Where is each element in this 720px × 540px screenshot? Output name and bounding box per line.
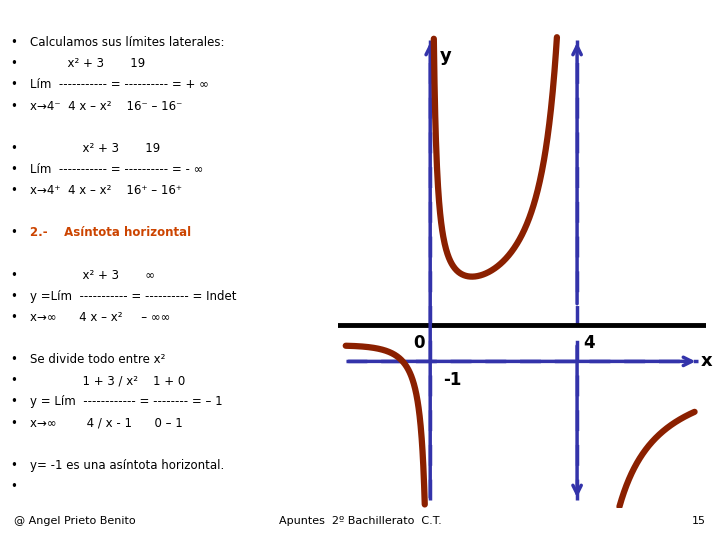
Text: •: • xyxy=(11,78,17,91)
Text: 15: 15 xyxy=(692,516,706,526)
Text: x→4⁺  4 x – x²    16⁺ – 16⁺: x→4⁺ 4 x – x² 16⁺ – 16⁺ xyxy=(30,184,182,197)
Text: Lím  ----------- = ---------- = - ∞: Lím ----------- = ---------- = - ∞ xyxy=(30,163,204,176)
Text: •: • xyxy=(11,36,17,49)
Text: •: • xyxy=(11,353,17,366)
Text: •: • xyxy=(11,311,17,324)
Text: 4: 4 xyxy=(584,334,595,352)
Text: •: • xyxy=(11,226,17,239)
Text: 1 + 3 / x²    1 + 0: 1 + 3 / x² 1 + 0 xyxy=(30,374,186,387)
Text: 0: 0 xyxy=(413,334,425,352)
Text: x² + 3       19: x² + 3 19 xyxy=(30,57,145,70)
Text: •: • xyxy=(11,99,17,112)
Text: x→4⁻  4 x – x²    16⁻ – 16⁻: x→4⁻ 4 x – x² 16⁻ – 16⁻ xyxy=(30,99,183,112)
Text: y= -1 es una asíntota horizontal.: y= -1 es una asíntota horizontal. xyxy=(30,459,225,472)
Text: y: y xyxy=(439,47,451,65)
Text: •: • xyxy=(11,480,17,493)
Text: x: x xyxy=(701,353,713,370)
Text: y =Lím  ----------- = ---------- = Indet: y =Lím ----------- = ---------- = Indet xyxy=(30,290,237,303)
Text: •: • xyxy=(11,290,17,303)
Text: Calculamos sus límites laterales:: Calculamos sus límites laterales: xyxy=(30,36,225,49)
Text: Apuntes  2º Bachillerato  C.T.: Apuntes 2º Bachillerato C.T. xyxy=(279,516,441,526)
Text: •: • xyxy=(11,395,17,408)
Text: Lím  ----------- = ---------- = + ∞: Lím ----------- = ---------- = + ∞ xyxy=(30,78,210,91)
Text: •: • xyxy=(11,374,17,387)
Text: •: • xyxy=(11,459,17,472)
Text: •: • xyxy=(11,57,17,70)
Text: x² + 3       19: x² + 3 19 xyxy=(30,142,161,155)
Text: y = Lím  ------------ = -------- = – 1: y = Lím ------------ = -------- = – 1 xyxy=(30,395,223,408)
Text: •: • xyxy=(11,142,17,155)
Text: •: • xyxy=(11,184,17,197)
Text: •: • xyxy=(11,416,17,429)
Text: •: • xyxy=(11,163,17,176)
Text: -1: -1 xyxy=(443,370,462,388)
Text: x→∞        4 / x - 1      0 – 1: x→∞ 4 / x - 1 0 – 1 xyxy=(30,416,183,429)
Text: x² + 3       ∞: x² + 3 ∞ xyxy=(30,268,156,282)
Text: Se divide todo entre x²: Se divide todo entre x² xyxy=(30,353,166,366)
Text: •: • xyxy=(11,268,17,282)
Text: @ Angel Prieto Benito: @ Angel Prieto Benito xyxy=(14,516,136,526)
Text: x→∞      4 x – x²     – ∞∞: x→∞ 4 x – x² – ∞∞ xyxy=(30,311,171,324)
Text: 2.-    Asíntota horizontal: 2.- Asíntota horizontal xyxy=(30,226,192,239)
